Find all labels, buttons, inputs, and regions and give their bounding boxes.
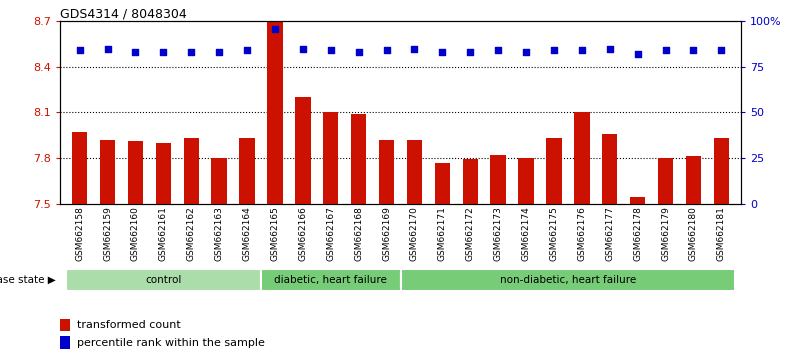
Point	[631, 51, 644, 57]
Point	[185, 50, 198, 55]
Point	[157, 50, 170, 55]
Text: GDS4314 / 8048304: GDS4314 / 8048304	[60, 7, 187, 20]
Text: GSM662173: GSM662173	[493, 206, 503, 261]
Point	[296, 46, 309, 51]
Point	[548, 47, 561, 53]
Text: GSM662178: GSM662178	[633, 206, 642, 261]
Text: percentile rank within the sample: percentile rank within the sample	[77, 338, 265, 348]
Point	[575, 47, 588, 53]
Text: GSM662174: GSM662174	[521, 206, 530, 261]
Point	[101, 46, 114, 51]
Text: GSM662181: GSM662181	[717, 206, 726, 261]
Text: non-diabetic, heart failure: non-diabetic, heart failure	[500, 275, 636, 285]
Point	[73, 47, 86, 53]
Point	[408, 46, 421, 51]
Bar	[60, 336, 70, 349]
Bar	[211, 158, 227, 204]
Text: GSM662179: GSM662179	[661, 206, 670, 261]
Point	[687, 47, 700, 53]
Bar	[602, 134, 618, 204]
Bar	[268, 21, 283, 204]
Text: GSM662175: GSM662175	[549, 206, 558, 261]
Bar	[155, 143, 171, 204]
Point	[492, 47, 505, 53]
Point	[268, 26, 281, 32]
Text: GSM662169: GSM662169	[382, 206, 391, 261]
Text: GSM662167: GSM662167	[326, 206, 336, 261]
Bar	[100, 140, 115, 204]
Point	[659, 47, 672, 53]
Text: disease state ▶: disease state ▶	[0, 275, 56, 285]
Point	[436, 50, 449, 55]
Bar	[400, 268, 735, 291]
Text: GSM662159: GSM662159	[103, 206, 112, 261]
Bar	[407, 140, 422, 204]
Bar	[127, 141, 143, 204]
Point	[464, 50, 477, 55]
Bar	[686, 156, 701, 204]
Point	[352, 50, 365, 55]
Text: control: control	[145, 275, 182, 285]
Text: GSM662172: GSM662172	[465, 206, 475, 261]
Bar	[351, 114, 366, 204]
Text: GSM662171: GSM662171	[438, 206, 447, 261]
Text: diabetic, heart failure: diabetic, heart failure	[274, 275, 387, 285]
Text: GSM662166: GSM662166	[298, 206, 308, 261]
Text: GSM662170: GSM662170	[410, 206, 419, 261]
Bar	[261, 268, 400, 291]
Bar	[518, 158, 533, 204]
Point	[715, 47, 728, 53]
Text: GSM662177: GSM662177	[606, 206, 614, 261]
Text: GSM662161: GSM662161	[159, 206, 168, 261]
Bar	[630, 198, 646, 204]
Bar	[239, 138, 255, 204]
Bar	[66, 268, 261, 291]
Text: GSM662168: GSM662168	[354, 206, 363, 261]
Bar	[463, 160, 478, 204]
Bar	[183, 138, 199, 204]
Bar	[574, 112, 590, 204]
Point	[213, 50, 226, 55]
Bar	[658, 158, 674, 204]
Bar	[490, 155, 506, 204]
Bar	[72, 132, 87, 204]
Text: GSM662180: GSM662180	[689, 206, 698, 261]
Point	[324, 47, 337, 53]
Point	[380, 47, 393, 53]
Bar	[295, 97, 311, 204]
Bar	[379, 140, 394, 204]
Text: GSM662164: GSM662164	[243, 206, 252, 261]
Bar	[435, 162, 450, 204]
Text: GSM662160: GSM662160	[131, 206, 140, 261]
Bar	[60, 319, 70, 331]
Bar	[714, 138, 729, 204]
Point	[603, 46, 616, 51]
Bar	[546, 138, 562, 204]
Text: GSM662162: GSM662162	[187, 206, 195, 261]
Bar	[323, 112, 338, 204]
Point	[240, 47, 253, 53]
Text: GSM662158: GSM662158	[75, 206, 84, 261]
Text: GSM662163: GSM662163	[215, 206, 223, 261]
Text: GSM662165: GSM662165	[271, 206, 280, 261]
Point	[520, 50, 533, 55]
Text: GSM662176: GSM662176	[578, 206, 586, 261]
Point	[129, 50, 142, 55]
Text: transformed count: transformed count	[77, 320, 181, 330]
